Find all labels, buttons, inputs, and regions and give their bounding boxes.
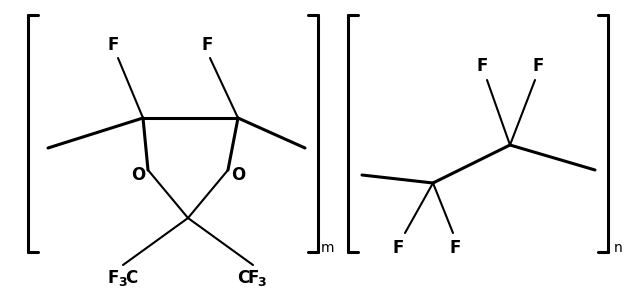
- Text: F: F: [108, 269, 118, 287]
- Text: F: F: [532, 57, 544, 75]
- Text: F: F: [202, 36, 212, 54]
- Text: O: O: [131, 166, 145, 184]
- Text: O: O: [231, 166, 245, 184]
- Text: F: F: [108, 36, 118, 54]
- Text: F: F: [247, 269, 259, 287]
- Text: 3: 3: [258, 277, 266, 289]
- Text: 3: 3: [118, 277, 127, 289]
- Text: F: F: [476, 57, 488, 75]
- Text: m: m: [321, 241, 335, 255]
- Text: F: F: [392, 239, 404, 257]
- Text: F: F: [449, 239, 461, 257]
- Text: C: C: [237, 269, 249, 287]
- Text: C: C: [125, 269, 137, 287]
- Text: n: n: [614, 241, 622, 255]
